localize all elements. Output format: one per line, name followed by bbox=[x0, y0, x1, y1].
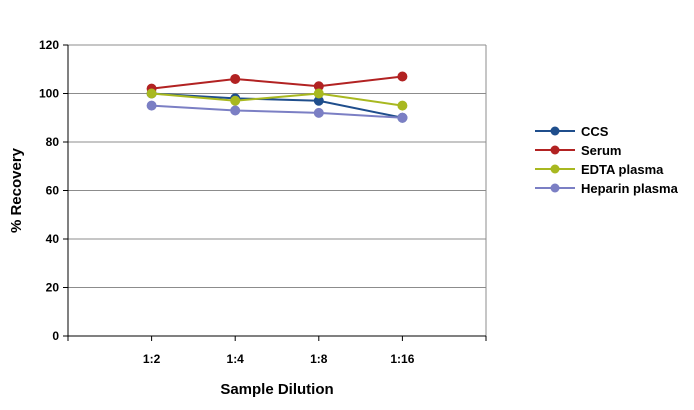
data-point-heparin-plasma-1 bbox=[230, 105, 241, 116]
y-tick-label-60: 60 bbox=[46, 184, 60, 198]
y-tick-label-100: 100 bbox=[39, 87, 59, 101]
series-line-serum bbox=[151, 75, 403, 90]
data-point-heparin-plasma-3 bbox=[397, 112, 408, 123]
x-tick-label-1-4: 1:4 bbox=[227, 352, 245, 366]
axes: 0 20 40 60 80 100 120 1:2 1:4 1:8 1:16 bbox=[39, 38, 487, 366]
series-serum bbox=[146, 71, 408, 94]
series-lines bbox=[146, 71, 408, 123]
y-tick-label-40: 40 bbox=[46, 232, 60, 246]
legend-swatch-marker-ccs bbox=[550, 126, 560, 136]
y-axis-title: % Recovery bbox=[8, 147, 25, 233]
x-tick-label-1-2: 1:2 bbox=[143, 352, 161, 366]
legend-swatch-marker-heparin-plasma bbox=[550, 183, 560, 193]
series-heparin-plasma bbox=[146, 100, 408, 123]
legend-label-heparin-plasma: Heparin plasma bbox=[581, 181, 679, 196]
x-tick-label-1-8: 1:8 bbox=[310, 352, 328, 366]
legend-label-serum: Serum bbox=[581, 143, 621, 158]
legend-label-ccs: CCS bbox=[581, 124, 609, 139]
legend: CCS Serum EDTA plasma Heparin plasma bbox=[535, 124, 679, 196]
legend-swatch-marker-edta-plasma bbox=[550, 164, 560, 174]
x-tick-label-1-16: 1:16 bbox=[390, 352, 414, 366]
legend-item-edta-plasma: EDTA plasma bbox=[535, 162, 664, 177]
y-tick-label-20: 20 bbox=[46, 281, 60, 295]
x-axis-title: Sample Dilution bbox=[220, 381, 333, 398]
legend-label-edta-plasma: EDTA plasma bbox=[581, 162, 664, 177]
y-tick-label-80: 80 bbox=[46, 135, 60, 149]
legend-item-heparin-plasma: Heparin plasma bbox=[535, 181, 679, 196]
data-point-edta-plasma-0 bbox=[146, 88, 157, 99]
data-point-edta-plasma-2 bbox=[313, 88, 324, 99]
gridlines bbox=[68, 44, 487, 336]
y-tick-label-0: 0 bbox=[52, 329, 59, 343]
legend-item-ccs: CCS bbox=[535, 124, 609, 139]
data-point-heparin-plasma-0 bbox=[146, 100, 157, 111]
data-point-edta-plasma-3 bbox=[397, 100, 408, 111]
data-point-serum-3 bbox=[397, 71, 408, 82]
legend-item-serum: Serum bbox=[535, 143, 621, 158]
legend-swatch-marker-serum bbox=[550, 145, 560, 155]
series-edta-plasma bbox=[146, 88, 408, 111]
series-line-edta-plasma bbox=[151, 92, 403, 107]
series-line-heparin-plasma bbox=[151, 104, 403, 119]
data-point-heparin-plasma-2 bbox=[313, 107, 324, 118]
y-tick-label-120: 120 bbox=[39, 38, 59, 52]
data-point-serum-1 bbox=[230, 73, 241, 84]
data-point-edta-plasma-1 bbox=[230, 95, 241, 106]
series-line-ccs bbox=[151, 92, 403, 119]
